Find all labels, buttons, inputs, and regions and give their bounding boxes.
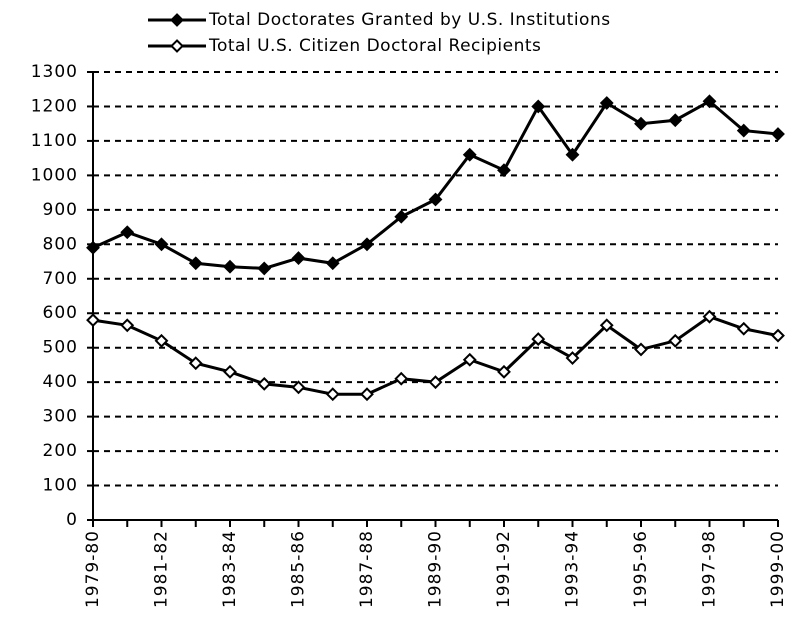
x-tick-label: 1989-90 <box>426 530 446 608</box>
y-tick-label: 200 <box>43 441 78 461</box>
data-point <box>736 123 751 138</box>
x-tick-label: 1991-92 <box>494 530 514 608</box>
x-tick-label: 1997-98 <box>700 530 720 608</box>
legend-label: Total Doctorates Granted by U.S. Institu… <box>208 10 611 30</box>
data-point <box>771 328 785 343</box>
y-tick-label: 1100 <box>31 131 78 151</box>
data-point <box>462 352 477 367</box>
data-point <box>154 237 169 252</box>
data-point <box>634 342 648 357</box>
y-tick-label: 800 <box>43 234 78 254</box>
y-tick-label: 1300 <box>31 62 78 82</box>
data-point <box>497 364 511 379</box>
data-point <box>325 256 340 271</box>
data-point <box>668 113 683 128</box>
data-point <box>497 163 511 178</box>
y-tick-label: 0 <box>66 510 78 530</box>
data-point <box>360 237 374 252</box>
x-tick-label: 1993-94 <box>563 530 583 608</box>
data-point <box>428 375 443 390</box>
legend-label: Total U.S. Citizen Doctoral Recipients <box>208 36 541 56</box>
y-tick-label: 400 <box>43 372 78 392</box>
data-point <box>120 225 135 240</box>
data-point <box>154 333 169 348</box>
x-tick-label: 1983-84 <box>220 530 240 608</box>
data-point <box>188 256 203 271</box>
y-tick-label: 700 <box>43 269 78 289</box>
data-point <box>120 318 135 333</box>
y-tick-label: 100 <box>43 476 78 496</box>
data-point <box>736 321 751 336</box>
data-point <box>257 261 272 276</box>
y-tick-label: 900 <box>43 200 78 220</box>
data-point <box>702 94 717 109</box>
data-point <box>565 351 580 365</box>
y-tick-label: 300 <box>43 407 78 427</box>
data-point <box>428 192 443 207</box>
y-tick-label: 1200 <box>31 96 78 116</box>
data-point <box>599 318 614 333</box>
data-point <box>223 259 237 274</box>
y-tick-label: 500 <box>43 338 78 358</box>
x-tick-label: 1985-86 <box>289 530 309 608</box>
data-point <box>565 147 580 162</box>
data-point <box>223 364 237 379</box>
data-point <box>360 387 374 402</box>
x-tick-label: 1999-00 <box>768 530 788 608</box>
data-point <box>394 371 409 386</box>
x-tick-label: 1987-88 <box>357 530 377 608</box>
data-point <box>668 333 683 348</box>
data-point <box>86 313 100 328</box>
legend-marker <box>170 39 184 53</box>
data-point <box>86 240 100 255</box>
data-point <box>702 309 717 324</box>
data-point <box>188 356 203 371</box>
data-point <box>257 376 272 391</box>
data-point <box>531 332 546 346</box>
data-point <box>771 127 785 141</box>
data-point <box>634 116 648 131</box>
x-tick-label: 1979-80 <box>83 530 103 608</box>
data-point <box>291 251 306 266</box>
data-point <box>291 380 306 395</box>
y-tick-label: 1000 <box>31 165 78 185</box>
y-tick-label: 600 <box>43 303 78 323</box>
data-point <box>531 99 546 114</box>
x-tick-label: 1995-96 <box>631 530 651 608</box>
data-point <box>325 387 340 402</box>
data-point <box>394 209 409 224</box>
x-tick-label: 1981-82 <box>152 530 172 608</box>
legend-marker <box>170 13 184 27</box>
data-point <box>599 96 614 110</box>
data-point <box>462 147 477 162</box>
